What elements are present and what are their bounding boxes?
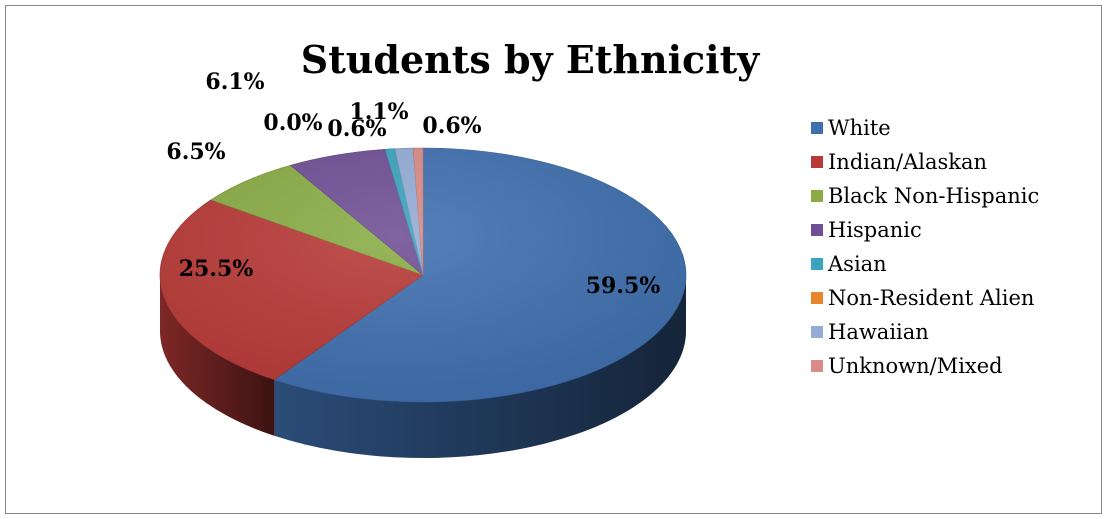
data-label-hispanic: 6.1% — [205, 69, 264, 95]
legend-swatch — [811, 326, 823, 338]
legend-item-asian: Asian — [811, 247, 1039, 281]
data-label-indian-alaskan: 25.5% — [179, 256, 254, 282]
legend-label: Black Non-Hispanic — [828, 184, 1040, 208]
chart-title: Students by Ethnicity — [300, 37, 760, 82]
legend-label: Unknown/Mixed — [828, 354, 1003, 378]
data-label-asian: 0.6% — [327, 116, 386, 142]
pie-top-shine — [160, 148, 686, 402]
legend-label: Non-Resident Alien — [828, 286, 1035, 310]
slice-tops — [159, 147, 687, 403]
legend-item-unknown-mixed: Unknown/Mixed — [811, 349, 1039, 383]
legend-label: White — [828, 116, 891, 140]
legend-label: Hispanic — [828, 218, 922, 242]
legend-item-indian-alaskan: Indian/Alaskan — [811, 145, 1039, 179]
legend: White Indian/Alaskan Black Non-Hispanic His… — [811, 111, 1039, 383]
legend-swatch — [811, 190, 823, 202]
slice-side-shade — [160, 275, 275, 436]
data-label-hawaiian: 1.1% — [349, 99, 408, 125]
legend-label: Indian/Alaskan — [828, 150, 988, 174]
slice-sides — [160, 275, 686, 458]
data-label-black-non-hispanic: 6.5% — [166, 139, 225, 165]
data-label-non-resident-alien: 0.0% — [263, 110, 322, 136]
legend-item-hawaiian: Hawaiian — [811, 315, 1039, 349]
legend-swatch — [811, 258, 823, 270]
legend-label: Asian — [828, 252, 887, 276]
data-label-unknown-mixed: 0.6% — [422, 113, 481, 139]
legend-item-black-non-hispanic: Black Non-Hispanic — [811, 179, 1039, 213]
legend-swatch — [811, 156, 823, 168]
legend-item-non-resident-alien: Non-Resident Alien — [811, 281, 1039, 315]
data-label-white: 59.5% — [586, 273, 661, 299]
data-labels: 59.5%25.5%6.5%6.1%0.6%0.0% 1.1%0.6% — [166, 69, 660, 299]
legend-item-white: White — [811, 111, 1039, 145]
slice-side-shade — [274, 275, 686, 458]
legend-item-hispanic: Hispanic — [811, 213, 1039, 247]
legend-swatch — [811, 360, 823, 372]
legend-swatch — [811, 224, 823, 236]
legend-swatch — [811, 122, 823, 134]
legend-label: Hawaiian — [828, 320, 929, 344]
legend-swatch — [811, 292, 823, 304]
